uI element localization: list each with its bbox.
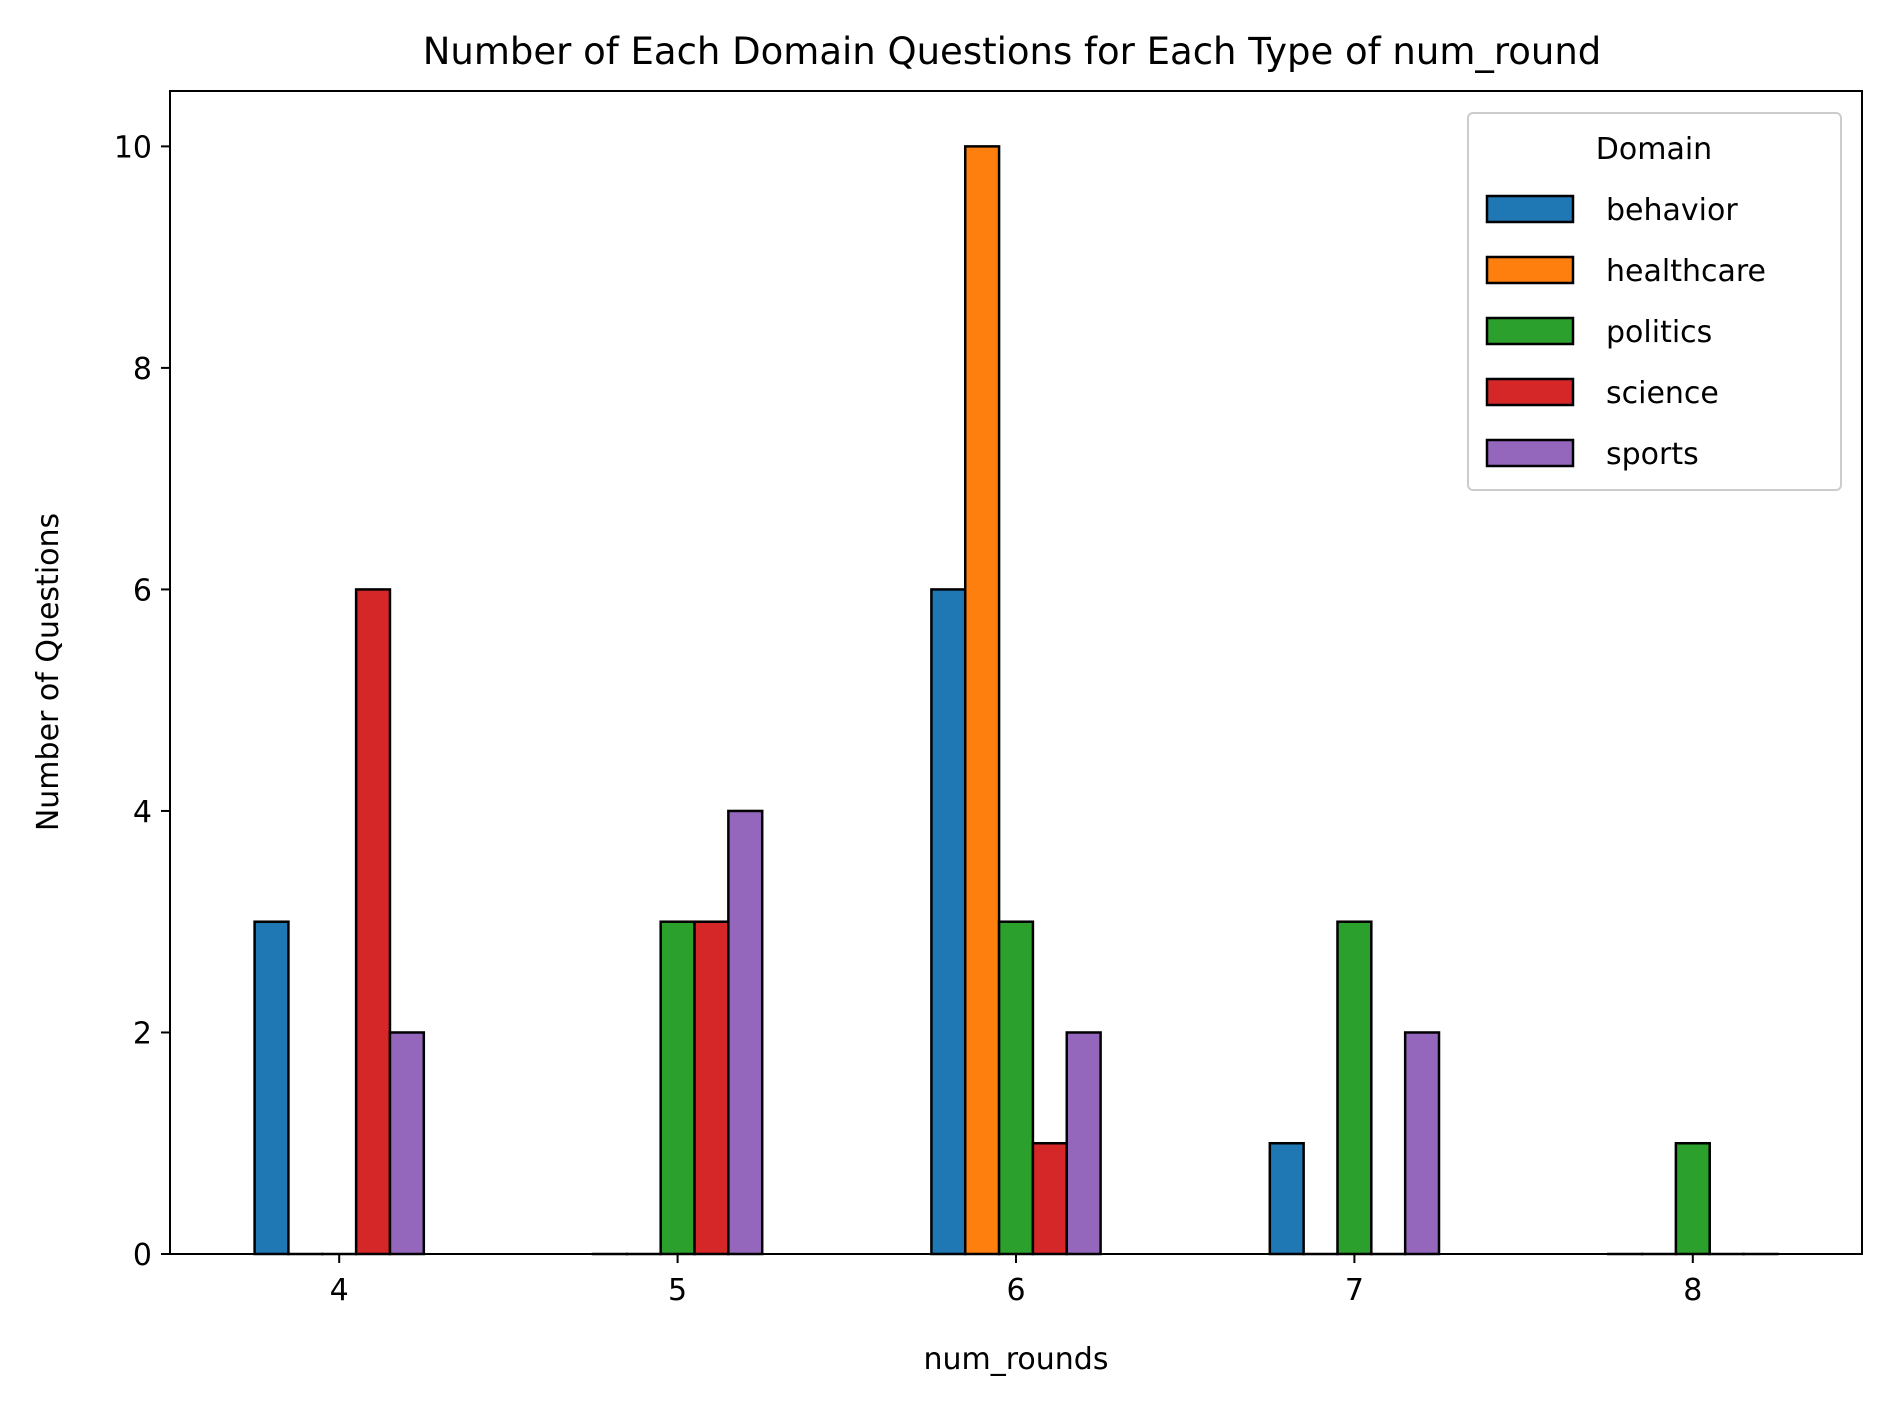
y-tick-label: 0 [133,1238,152,1273]
y-tick-label: 8 [133,352,152,387]
y-axis: 0 2 4 6 8 10 [114,130,170,1273]
x-tick-label: 6 [1006,1273,1025,1308]
x-tick-label: 5 [668,1273,687,1308]
legend-swatch-healthcare [1485,255,1575,285]
x-tick-label: 7 [1345,1273,1364,1308]
bar-science-6 [1031,1141,1069,1256]
legend-swatch-sports [1485,438,1575,468]
y-tick-label: 2 [133,1016,152,1051]
legend-label-politics: politics [1606,315,1712,350]
legend-box [1467,112,1842,491]
bar-sports-6 [1065,1031,1102,1256]
legend-label-behavior: behavior [1606,193,1738,228]
y-tick-label: 10 [114,130,152,165]
legend-swatch-science [1485,377,1575,407]
legend-label-sports: sports [1606,437,1699,472]
x-tick-label: 4 [330,1273,349,1308]
chart-title: Number of Each Domain Questions for Each… [423,30,1602,73]
bar-behavior-7 [1268,1141,1305,1256]
bar-politics-5 [659,920,696,1256]
bar-healthcare-6 [963,145,1001,1256]
bar-politics-7 [1336,920,1373,1256]
legend-title: Domain [1596,132,1712,167]
bar-sports-4 [388,1031,426,1256]
bar-politics-8 [1674,1141,1711,1256]
x-axis: 4 5 6 7 8 [330,1254,1702,1308]
x-axis-label: num_rounds [924,1342,1109,1377]
bar-sports-5 [727,809,764,1256]
legend-label-science: science [1606,376,1719,411]
bar-science-4 [354,588,392,1256]
bars-layer [253,145,1779,1256]
legend-label-healthcare: healthcare [1606,254,1766,289]
x-tick-label: 8 [1683,1273,1702,1308]
legend-items: behavior healthcare politics science sports [1485,193,1766,472]
bar-science-5 [693,920,730,1256]
y-axis-label: Number of Questions [31,513,66,831]
legend-swatch-behavior [1485,194,1575,224]
bar-behavior-6 [930,588,967,1256]
legend: Domain behavior healthcare politics science… [1467,112,1842,491]
bar-sports-7 [1403,1031,1441,1256]
bar-behavior-4 [253,920,290,1256]
bar-politics-6 [997,920,1035,1256]
y-tick-label: 6 [133,573,152,608]
y-tick-label: 4 [133,795,152,830]
legend-swatch-politics [1485,316,1575,346]
